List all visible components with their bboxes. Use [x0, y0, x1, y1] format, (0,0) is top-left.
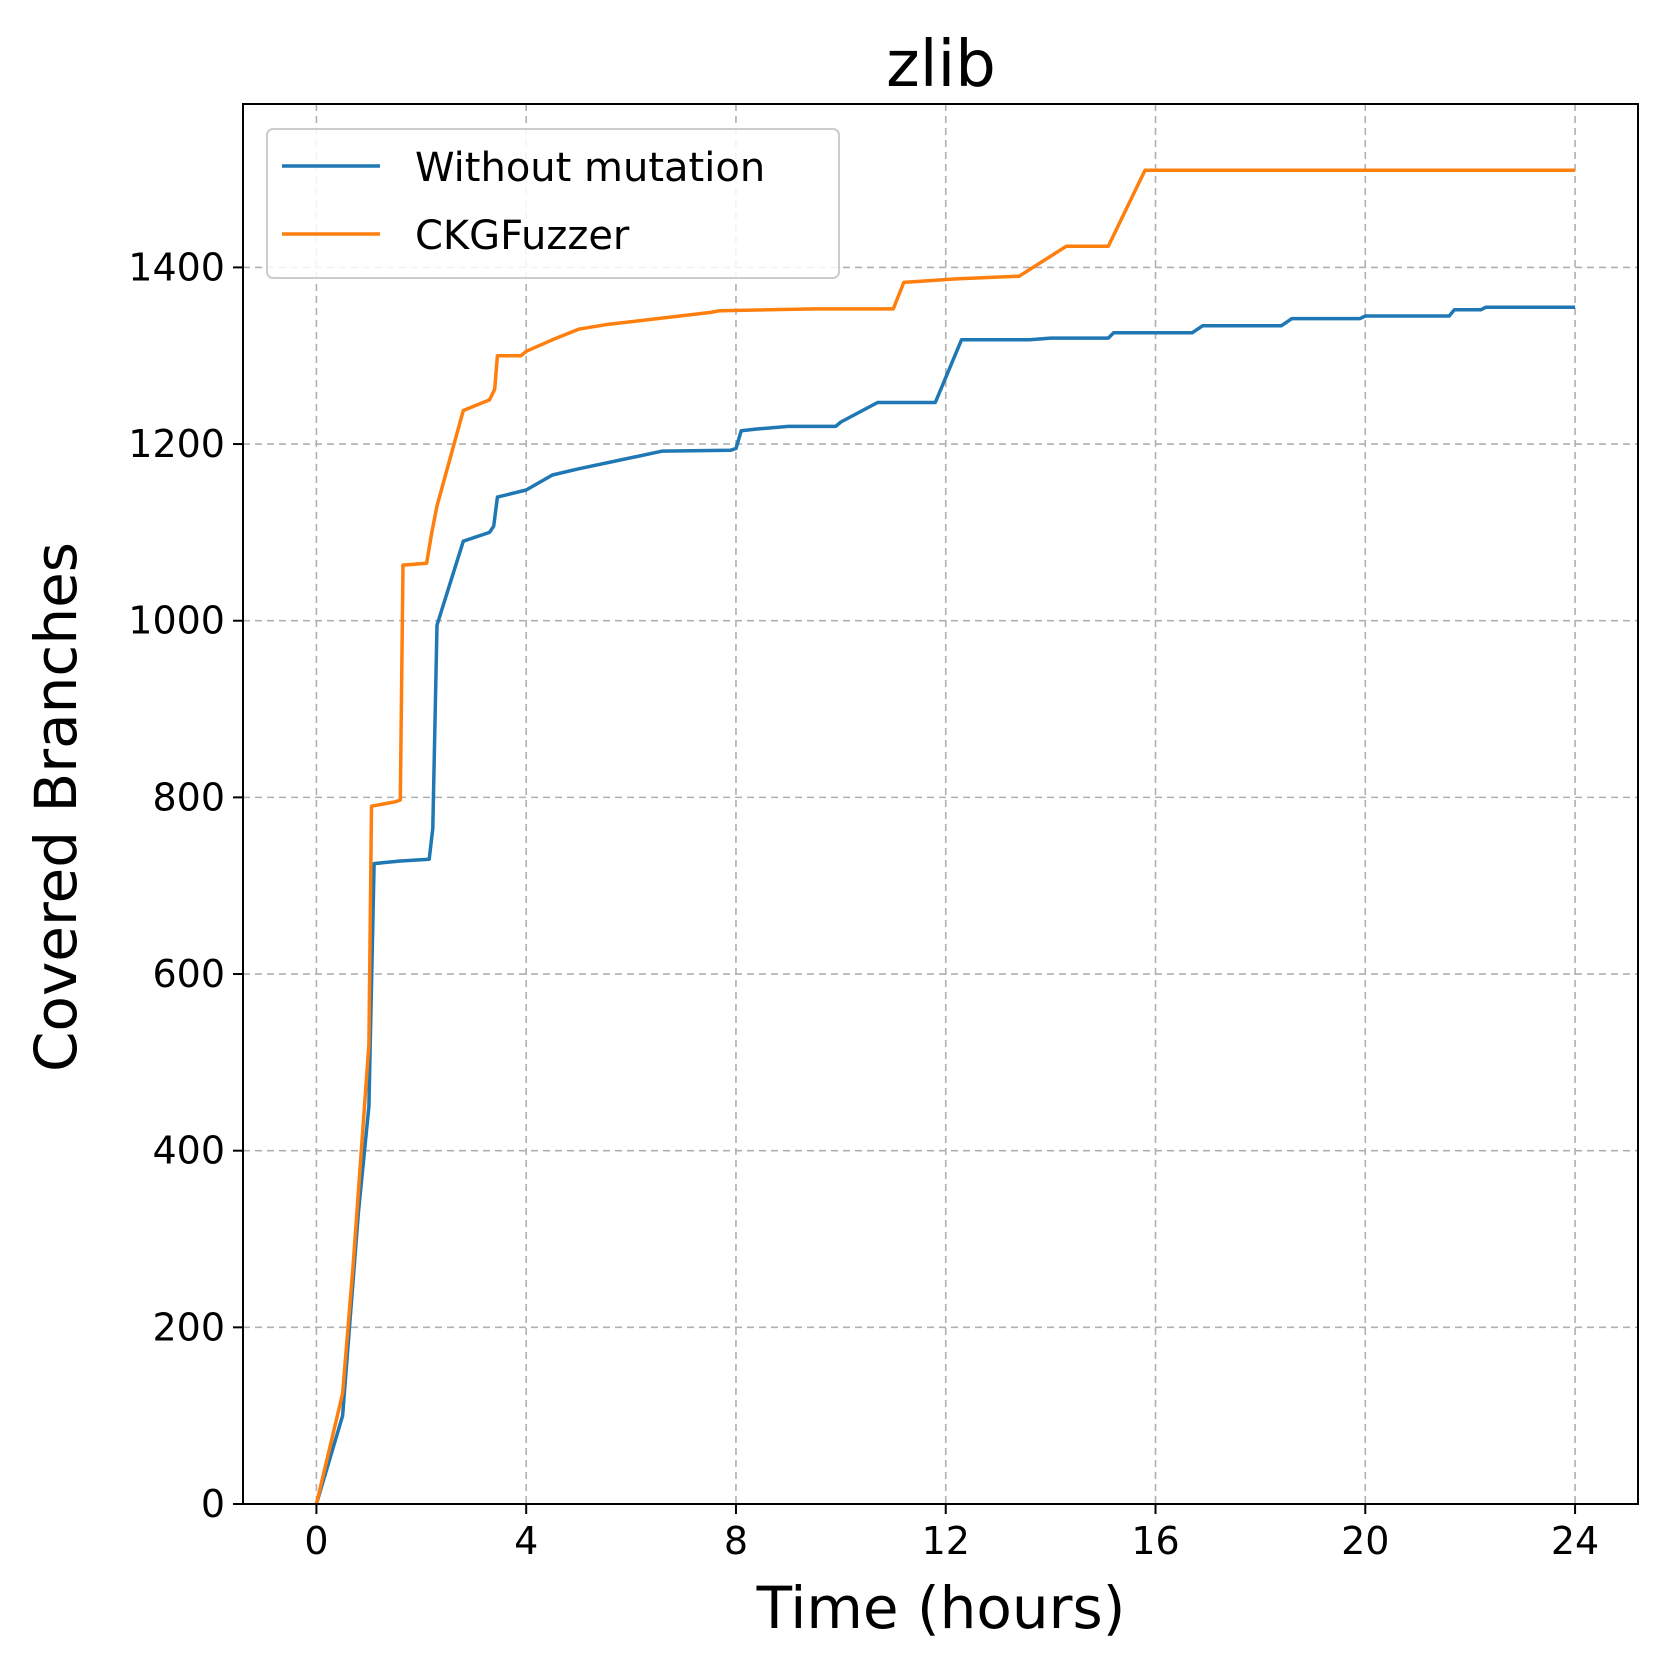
legend: Without mutation CKGFuzzer — [266, 128, 840, 279]
y-tick-label: 400 — [152, 1129, 225, 1173]
x-tick-label: 12 — [922, 1519, 970, 1563]
x-tick-label: 8 — [724, 1519, 748, 1563]
x-tick-label: 24 — [1551, 1519, 1599, 1563]
x-axis-ticks: 0 4 8 12 16 20 24 — [304, 1504, 1599, 1563]
x-tick-label: 20 — [1341, 1519, 1389, 1563]
y-axis-title: Covered Branches — [22, 542, 90, 1072]
chart-title: zlib — [886, 28, 996, 102]
x-tick-label: 4 — [514, 1519, 538, 1563]
y-axis-ticks: 0 200 400 600 800 1000 1200 1400 — [128, 245, 243, 1526]
y-tick-label: 600 — [152, 952, 225, 996]
y-tick-label: 800 — [152, 775, 225, 819]
y-tick-label: 0 — [201, 1482, 225, 1526]
legend-label-ckgfuzzer: CKGFuzzer — [415, 213, 630, 259]
series-layer — [314, 168, 1576, 1505]
plot-frame — [242, 103, 1639, 1505]
vertical-gridlines — [315, 104, 1576, 1504]
y-tick-label: 1400 — [128, 245, 225, 289]
x-tick-label: 0 — [304, 1519, 328, 1563]
y-tick-label: 1000 — [128, 599, 225, 643]
y-tick-label: 200 — [152, 1305, 225, 1349]
y-tick-label: 1200 — [128, 422, 225, 466]
legend-label-without-mutation: Without mutation — [415, 145, 765, 191]
x-tick-label: 16 — [1131, 1519, 1179, 1563]
legend-box — [266, 128, 840, 279]
series-line-without-mutation — [314, 305, 1576, 1505]
series-line-ckgfuzzer — [314, 168, 1576, 1505]
x-axis-title: Time (hours) — [756, 1574, 1126, 1642]
